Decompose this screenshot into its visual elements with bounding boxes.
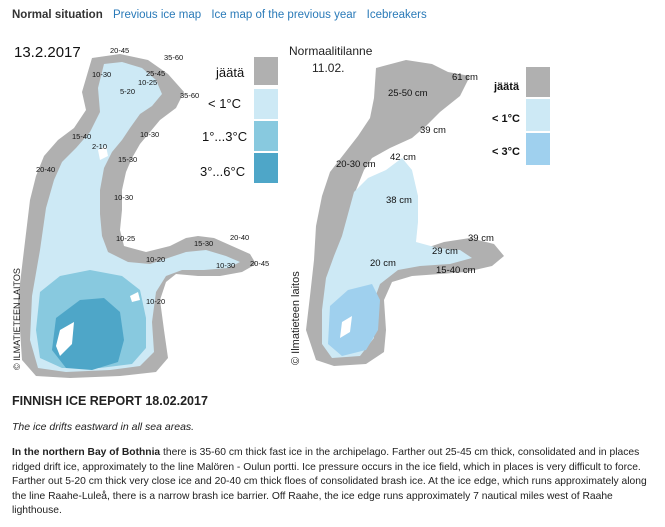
map1-island: [130, 292, 140, 302]
map1-legend-swatch-lt1: [254, 89, 278, 119]
map2-island: [340, 316, 352, 338]
tab-previous-ice-map[interactable]: Previous ice map: [112, 9, 202, 21]
map1-label: 20-45: [250, 259, 270, 268]
map1-label: 25-45: [146, 69, 166, 78]
tab-icebreakers[interactable]: Icebreakers: [366, 9, 427, 21]
tab-normal-situation[interactable]: Normal situation: [12, 9, 103, 21]
map2-title: Normaalitilanne: [289, 44, 373, 58]
map1-label: 5-20: [120, 87, 136, 96]
map2-credit: © Ilmatieteen laitos: [290, 271, 302, 365]
map2-legend-swatch-ice: [526, 67, 550, 97]
map2-label: 38 cm: [386, 195, 412, 206]
map1-label: 20-40: [230, 233, 250, 242]
ice-maps-area: 13.2.2017 jäätä < 1°C 1°...3°C 3°...6°C …: [0, 32, 665, 382]
report-title: FINNISH ICE REPORT 18.02.2017: [12, 394, 208, 408]
map2-lt3-area: [328, 284, 380, 356]
map1-legend-1to3-label: 1°...3°C: [202, 129, 248, 144]
map2-label: 39 cm: [468, 233, 494, 244]
map1-island: [56, 322, 74, 356]
map1-label: 15-30: [118, 155, 138, 164]
map1-label: 2-10: [92, 142, 108, 151]
map2-legend-swatch-lt3: [526, 133, 550, 165]
report-body: In the northern Bay of Bothnia there is …: [12, 446, 652, 519]
map1-legend-swatch-3to6: [254, 153, 278, 183]
map1-label: 10-30: [216, 261, 236, 270]
tab-ice-map-previous-year[interactable]: Ice map of the previous year: [211, 9, 357, 21]
map1-label: 20-40: [36, 165, 56, 174]
map2-legend-lt3-label: < 3°C: [492, 146, 520, 158]
map2-label: 42 cm: [390, 152, 416, 163]
map2-date: 11.02.: [312, 61, 345, 75]
map2-label: 20 cm: [370, 258, 396, 269]
map2-legend-lt1-label: < 1°C: [492, 113, 520, 125]
map2-label: 15-40 cm: [436, 265, 476, 276]
report-text: there is 35-60 cm thick fast ice in the …: [12, 447, 647, 517]
map1-legend-3to6-label: 3°...6°C: [200, 164, 246, 179]
map1-credit: © ILMATIETEEN LAITOS: [12, 268, 22, 370]
map1-island: [98, 146, 108, 160]
map1-label: 10-20: [146, 297, 166, 306]
map2-legend-ice-label: jäätä: [494, 81, 520, 93]
map2-label: 29 cm: [432, 246, 458, 257]
map1-label: 10-20: [146, 255, 166, 264]
map1-label: 15-40: [72, 132, 92, 141]
map1-label: 10-30: [114, 193, 134, 202]
map1-label: 10-25: [116, 234, 136, 243]
map1-legend-lt1-label: < 1°C: [208, 96, 242, 111]
map1-3to6-area: [52, 298, 124, 370]
ice-report: FINNISH ICE REPORT 18.02.2017 The ice dr…: [12, 394, 652, 519]
ice-maps-svg: [18, 54, 550, 378]
report-lead: The ice drifts eastward in all sea areas…: [12, 421, 195, 433]
map1-label: 20-45: [110, 46, 130, 55]
map1-label: 35-60: [180, 91, 200, 100]
map1-label: 10-30: [140, 130, 160, 139]
map2-label: 39 cm: [420, 125, 446, 136]
map2-legend-swatch-lt1: [526, 99, 550, 131]
map1-graphic: [18, 54, 278, 378]
map2-label: 25-50 cm: [388, 88, 428, 99]
map2-graphic: [306, 60, 550, 366]
map1-label: 15-30: [194, 239, 214, 248]
map2-label: 20-30 cm: [336, 159, 376, 170]
map1-legend-swatch-ice: [254, 57, 278, 85]
map1-label: 10-30: [92, 70, 112, 79]
map1-legend-ice-label: jäätä: [216, 65, 245, 80]
map1-label: 35-60: [164, 53, 184, 62]
map1-legend-swatch-1to3: [254, 121, 278, 151]
map1-label: 10-25: [138, 78, 158, 87]
map1-date: 13.2.2017: [14, 44, 81, 61]
map2-label: 61 cm: [452, 72, 478, 83]
ice-map-tabs: Normal situation Previous ice map Ice ma…: [12, 9, 434, 21]
report-region: In the northern Bay of Bothnia: [12, 447, 161, 458]
